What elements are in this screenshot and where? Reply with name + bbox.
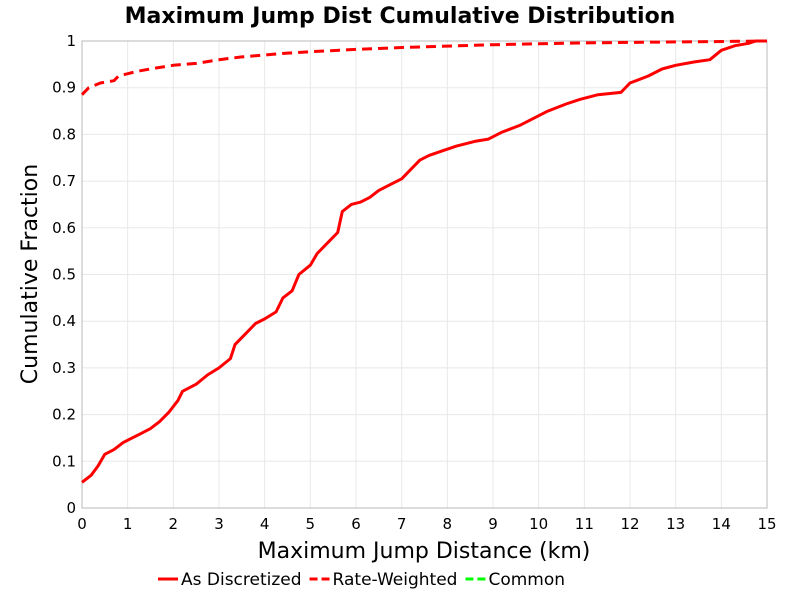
x-tick-label: 10 <box>529 515 548 533</box>
x-tick-label: 8 <box>443 515 453 533</box>
plot-area-frame <box>81 40 768 509</box>
y-tick-label: 0.9 <box>52 79 76 97</box>
y-tick-label: 0.4 <box>52 312 76 330</box>
y-tick-label: 0 <box>66 499 76 517</box>
grid <box>82 41 767 508</box>
x-tick-label: 15 <box>757 515 776 533</box>
chart-title: Maximum Jump Dist Cumulative Distributio… <box>125 4 676 29</box>
x-tick-label: 0 <box>77 515 87 533</box>
x-axis-ticks: 0 1 2 3 4 5 6 7 8 9 10 11 12 13 14 15 <box>77 515 776 533</box>
y-axis-ticks: 0 0.1 0.2 0.3 0.4 0.5 0.6 0.7 0.8 0.9 1 <box>52 32 76 517</box>
x-tick-label: 11 <box>575 515 594 533</box>
y-tick-label: 0.7 <box>52 172 76 190</box>
legend-item-label: Rate-Weighted <box>333 570 458 590</box>
legend-item-label: Common <box>488 570 565 590</box>
y-tick-label: 0.3 <box>52 359 76 377</box>
x-tick-label: 5 <box>306 515 316 533</box>
x-tick-label: 7 <box>397 515 407 533</box>
x-axis-label: Maximum Jump Distance (km) <box>258 539 591 564</box>
y-axis-label: Cumulative Fraction <box>18 164 43 384</box>
legend-item-label: As Discretized <box>181 570 302 590</box>
x-tick-label: 9 <box>488 515 498 533</box>
y-tick-label: 0.8 <box>52 125 76 143</box>
x-tick-label: 4 <box>260 515 270 533</box>
x-tick-label: 14 <box>712 515 731 533</box>
series-line-as-discretized <box>81 39 767 484</box>
y-tick-label: 0.5 <box>52 266 76 284</box>
y-tick-label: 0.1 <box>52 452 76 470</box>
legend: As Discretized Rate-Weighted Common <box>158 570 565 590</box>
y-tick-label: 1 <box>66 32 76 50</box>
x-tick-label: 13 <box>666 515 685 533</box>
x-tick-label: 1 <box>123 515 133 533</box>
y-tick-label: 0.6 <box>52 219 76 237</box>
x-tick-label: 12 <box>620 515 639 533</box>
series-lines <box>80 39 768 484</box>
y-tick-label: 0.2 <box>52 406 76 424</box>
series-line-rate-weighted <box>80 39 768 96</box>
x-tick-label: 6 <box>351 515 361 533</box>
x-tick-label: 3 <box>214 515 224 533</box>
x-tick-label: 2 <box>169 515 179 533</box>
